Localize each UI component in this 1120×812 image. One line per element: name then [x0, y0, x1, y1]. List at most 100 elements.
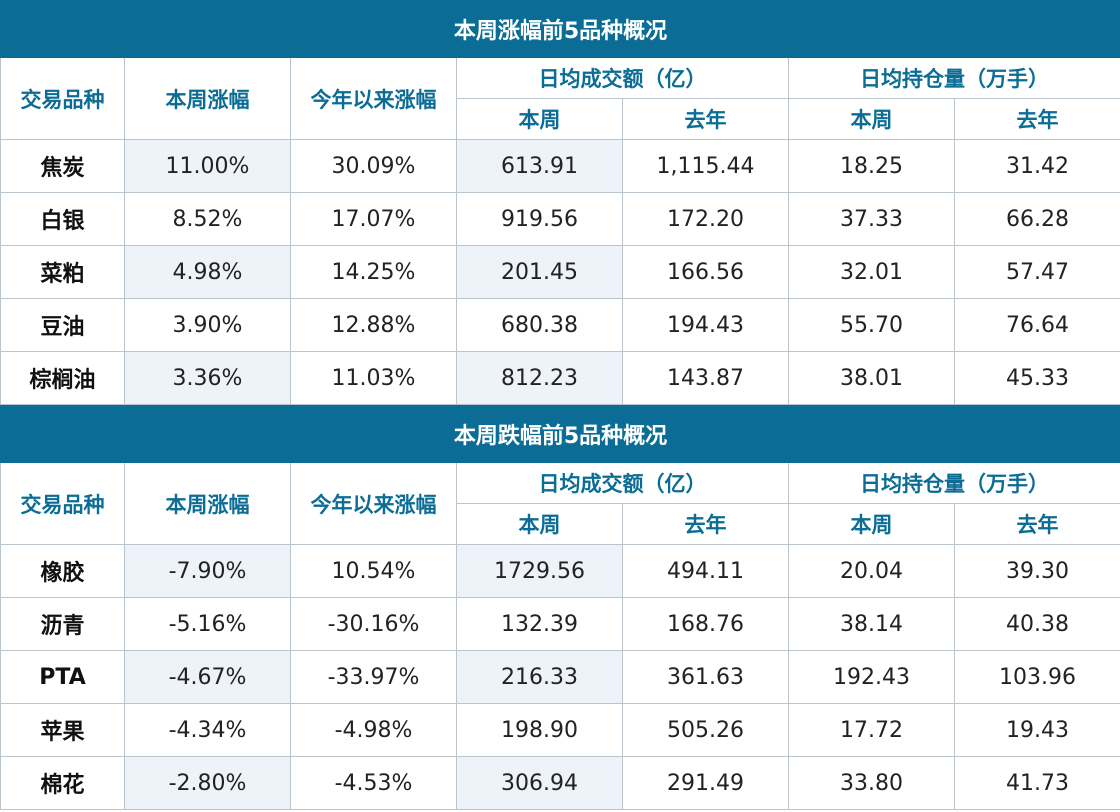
turnover-this-week-cell: 812.23	[456, 351, 623, 405]
oi-this-week-cell: 18.25	[788, 139, 955, 193]
oi-this-week-cell: 33.80	[788, 756, 955, 810]
table-row: 棕榈油 3.36% 11.03% 812.23 143.87 38.01 45.33	[0, 351, 1120, 405]
table-row: 橡胶 -7.90% 10.54% 1729.56 494.11 20.04 39.30	[0, 544, 1120, 598]
ytd-change-cell: 10.54%	[290, 544, 457, 598]
turnover-this-week-cell: 201.45	[456, 245, 623, 299]
header-variety: 交易品种	[0, 57, 125, 140]
table-row: 白银 8.52% 17.07% 919.56 172.20 37.33 66.28	[0, 192, 1120, 246]
turnover-this-week-cell: 306.94	[456, 756, 623, 810]
header-row-1: 交易品种 本周涨幅 今年以来涨幅 日均成交额（亿） 日均持仓量（万手）	[0, 462, 1120, 545]
table-2: 本周跌幅前5品种概况 交易品种 本周涨幅 今年以来涨幅 日均成交额（亿） 日均持仓量（万手…	[0, 405, 1120, 810]
ytd-change-cell: -33.97%	[290, 650, 457, 704]
ytd-change-cell: 12.88%	[290, 298, 457, 352]
turnover-this-week-cell: 132.39	[456, 597, 623, 651]
turnover-last-year-cell: 1,115.44	[622, 139, 789, 193]
header-oi-group: 日均持仓量（万手）	[787, 57, 1120, 99]
variety-cell: 苹果	[0, 703, 125, 757]
turnover-last-year-cell: 494.11	[622, 544, 789, 598]
oi-this-week-cell: 32.01	[788, 245, 955, 299]
header-variety: 交易品种	[0, 462, 125, 545]
weekly-change-cell: 8.52%	[124, 192, 291, 246]
header-weekly-change: 本周涨幅	[124, 57, 291, 140]
header-turnover-this-week: 本周	[456, 503, 623, 545]
variety-cell: 白银	[0, 192, 125, 246]
turnover-this-week-cell: 198.90	[456, 703, 623, 757]
turnover-this-week-cell: 680.38	[456, 298, 623, 352]
oi-last-year-cell: 40.38	[953, 597, 1120, 651]
oi-last-year-cell: 41.73	[953, 756, 1120, 810]
table-title: 本周涨幅前5品种概况	[0, 0, 1120, 58]
table-row: 苹果 -4.34% -4.98% 198.90 505.26 17.72 19.43	[0, 703, 1120, 757]
oi-last-year-cell: 103.96	[953, 650, 1120, 704]
weekly-change-cell: -5.16%	[124, 597, 291, 651]
table-row: 菜粕 4.98% 14.25% 201.45 166.56 32.01 57.47	[0, 245, 1120, 299]
table-title-row: 本周涨幅前5品种概况	[0, 0, 1120, 58]
turnover-last-year-cell: 361.63	[622, 650, 789, 704]
header-ytd-change: 今年以来涨幅	[290, 57, 457, 140]
oi-last-year-cell: 66.28	[953, 192, 1120, 246]
table-row: 焦炭 11.00% 30.09% 613.91 1,115.44 18.25 31.42	[0, 139, 1120, 193]
variety-cell: 菜粕	[0, 245, 125, 299]
header-oi-this-week: 本周	[788, 503, 955, 545]
turnover-this-week-cell: 613.91	[456, 139, 623, 193]
turnover-this-week-cell: 1729.56	[456, 544, 623, 598]
header-turnover-group: 日均成交额（亿）	[456, 57, 789, 99]
weekly-change-cell: 11.00%	[124, 139, 291, 193]
oi-this-week-cell: 192.43	[788, 650, 955, 704]
table-row: 沥青 -5.16% -30.16% 132.39 168.76 38.14 40.38	[0, 597, 1120, 651]
weekly-change-cell: -2.80%	[124, 756, 291, 810]
variety-cell: 沥青	[0, 597, 125, 651]
ytd-change-cell: 11.03%	[290, 351, 457, 405]
oi-this-week-cell: 37.33	[788, 192, 955, 246]
ytd-change-cell: 17.07%	[290, 192, 457, 246]
turnover-last-year-cell: 168.76	[622, 597, 789, 651]
header-oi-last-year: 去年	[953, 98, 1120, 140]
oi-last-year-cell: 45.33	[953, 351, 1120, 405]
turnover-this-week-cell: 216.33	[456, 650, 623, 704]
header-weekly-change: 本周涨幅	[124, 462, 291, 545]
ytd-change-cell: 30.09%	[290, 139, 457, 193]
table-row: PTA -4.67% -33.97% 216.33 361.63 192.43 103.96	[0, 650, 1120, 704]
oi-last-year-cell: 39.30	[953, 544, 1120, 598]
table-row: 豆油 3.90% 12.88% 680.38 194.43 55.70 76.64	[0, 298, 1120, 352]
table-1: 本周涨幅前5品种概况 交易品种 本周涨幅 今年以来涨幅 日均成交额（亿） 日均持仓量（万手…	[0, 0, 1120, 405]
header-oi-this-week: 本周	[788, 98, 955, 140]
header-row-2: 本周 去年 本周 去年	[1, 503, 1120, 545]
weekly-change-cell: 3.90%	[124, 298, 291, 352]
header-ytd-change: 今年以来涨幅	[290, 462, 457, 545]
turnover-last-year-cell: 143.87	[622, 351, 789, 405]
ytd-change-cell: -4.98%	[290, 703, 457, 757]
header-oi-group: 日均持仓量（万手）	[787, 462, 1120, 504]
weekly-change-cell: -4.34%	[124, 703, 291, 757]
oi-this-week-cell: 38.01	[788, 351, 955, 405]
turnover-last-year-cell: 291.49	[622, 756, 789, 810]
turnover-last-year-cell: 172.20	[622, 192, 789, 246]
header-turnover-last-year: 去年	[622, 503, 789, 545]
weekly-change-cell: -4.67%	[124, 650, 291, 704]
oi-last-year-cell: 57.47	[953, 245, 1120, 299]
table-title: 本周跌幅前5品种概况	[0, 405, 1120, 463]
weekly-change-cell: 4.98%	[124, 245, 291, 299]
variety-cell: 橡胶	[0, 544, 125, 598]
header-oi-last-year: 去年	[953, 503, 1120, 545]
oi-this-week-cell: 38.14	[788, 597, 955, 651]
table-title-row: 本周跌幅前5品种概况	[0, 405, 1120, 463]
turnover-last-year-cell: 194.43	[622, 298, 789, 352]
header-row-1: 交易品种 本周涨幅 今年以来涨幅 日均成交额（亿） 日均持仓量（万手）	[0, 57, 1120, 140]
variety-cell: 豆油	[0, 298, 125, 352]
turnover-last-year-cell: 505.26	[622, 703, 789, 757]
header-turnover-last-year: 去年	[622, 98, 789, 140]
header-turnover-group: 日均成交额（亿）	[456, 462, 789, 504]
oi-last-year-cell: 76.64	[953, 298, 1120, 352]
oi-this-week-cell: 20.04	[788, 544, 955, 598]
variety-cell: 棕榈油	[0, 351, 125, 405]
header-turnover-this-week: 本周	[456, 98, 623, 140]
oi-last-year-cell: 19.43	[953, 703, 1120, 757]
variety-cell: 焦炭	[0, 139, 125, 193]
ytd-change-cell: 14.25%	[290, 245, 457, 299]
turnover-last-year-cell: 166.56	[622, 245, 789, 299]
oi-this-week-cell: 17.72	[788, 703, 955, 757]
ytd-change-cell: -4.53%	[290, 756, 457, 810]
variety-cell: 棉花	[0, 756, 125, 810]
